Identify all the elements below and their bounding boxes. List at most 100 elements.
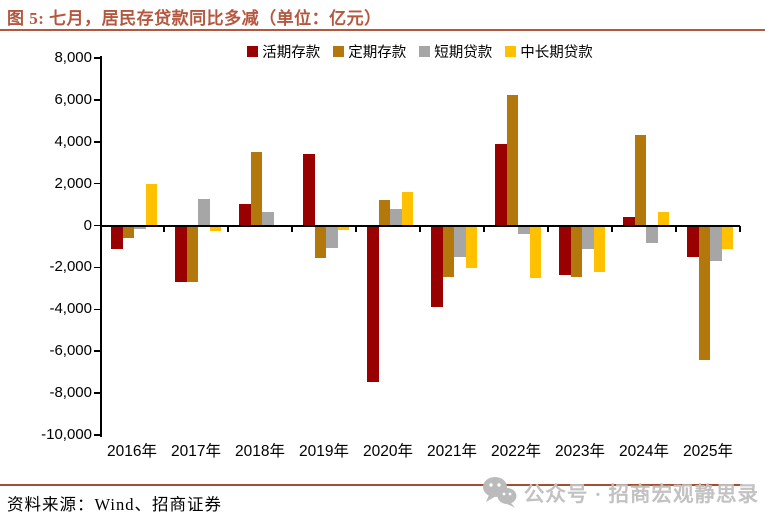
x-axis-label: 2022年 <box>491 443 541 460</box>
y-axis-label: -6,000 <box>49 342 92 360</box>
title-underline <box>0 29 765 31</box>
bar-短期贷款-2019年 <box>326 225 338 248</box>
legend-item-中长期贷款: 中长期贷款 <box>505 41 593 62</box>
bar-活期存款-2024年 <box>623 217 635 226</box>
bar-定期存款-2020年 <box>378 200 390 226</box>
bar-中长期贷款-2021年 <box>465 225 477 269</box>
y-axis-tick <box>94 350 100 352</box>
x-axis-tick <box>675 225 677 232</box>
legend-item-短期贷款: 短期贷款 <box>419 41 492 62</box>
y-axis-tick <box>94 308 100 311</box>
bar-短期贷款-2021年 <box>454 225 466 257</box>
y-axis-label: -4,000 <box>49 300 92 318</box>
bar-定期存款-2016年 <box>122 225 134 238</box>
x-axis-label: 2018年 <box>235 443 285 460</box>
bar-中长期贷款-2023年 <box>593 225 605 272</box>
bar-活期存款-2019年 <box>303 154 315 226</box>
legend-swatch <box>333 45 345 57</box>
bar-中长期贷款-2020年 <box>401 192 413 226</box>
x-axis-tick <box>163 225 165 232</box>
bar-短期贷款-2016年 <box>134 225 146 229</box>
x-axis-label: 2025年 <box>683 443 733 460</box>
bar-中长期贷款-2025年 <box>721 225 733 249</box>
x-axis-tick <box>355 225 357 232</box>
y-axis-label: -2,000 <box>49 258 92 276</box>
bar-chart-plot: 8,000 6,000 4,000 2,000 0 -2,000 -4,000 -6,000 -… <box>41 49 741 460</box>
y-axis-label: 2,000 <box>54 174 92 192</box>
x-axis-tick <box>291 225 293 232</box>
bar-活期存款-2022年 <box>495 143 507 226</box>
bar-定期存款-2019年 <box>314 225 326 258</box>
x-axis-label: 2017年 <box>171 443 221 460</box>
bar-活期存款-2021年 <box>431 225 443 308</box>
watermark-text: 公众号 · 招商宏观静思录 <box>523 484 759 506</box>
y-axis-label: -10,000 <box>41 426 92 443</box>
y-axis-tick <box>94 266 100 269</box>
bar-中长期贷款-2017年 <box>209 225 221 231</box>
bar-短期贷款-2023年 <box>582 225 594 249</box>
bar-中长期贷款-2022年 <box>529 225 541 278</box>
y-axis-line <box>100 56 102 437</box>
x-axis-tick <box>547 225 549 232</box>
legend-label: 定期存款 <box>348 44 407 61</box>
x-axis-tick <box>739 225 741 232</box>
footer-divider <box>0 484 742 486</box>
x-axis-tick <box>611 225 613 232</box>
bar-短期贷款-2020年 <box>390 208 402 226</box>
bar-短期贷款-2022年 <box>518 225 530 235</box>
y-axis-label: 6,000 <box>54 90 92 108</box>
bar-定期存款-2021年 <box>442 225 454 277</box>
legend-swatch <box>247 45 259 57</box>
bar-定期存款-2023年 <box>570 225 582 277</box>
legend-label: 中长期贷款 <box>520 44 593 61</box>
legend-label: 短期贷款 <box>434 44 493 61</box>
y-axis-tick <box>94 57 100 59</box>
y-axis-label: 8,000 <box>54 49 92 66</box>
legend-swatch <box>419 45 431 57</box>
watermark: 公众号 · 招商宏观静思录 <box>482 476 759 508</box>
data-source: 资料来源：Wind、招商证券 <box>7 495 222 514</box>
bar-活期存款-2016年 <box>111 225 123 249</box>
bar-中长期贷款-2024年 <box>657 211 669 226</box>
chart-legend: 活期存款 定期存款 短期贷款 中长期贷款 <box>100 41 740 62</box>
bar-活期存款-2017年 <box>175 225 187 283</box>
x-axis-tick <box>227 225 229 232</box>
x-axis-tick <box>419 225 421 232</box>
legend-label: 活期存款 <box>262 44 321 61</box>
x-axis-label: 2019年 <box>299 443 349 460</box>
bar-短期贷款-2024年 <box>646 225 658 244</box>
y-axis-tick <box>94 392 100 394</box>
x-axis-tick <box>483 225 485 232</box>
legend-item-活期存款: 活期存款 <box>247 41 320 62</box>
y-axis-tick <box>94 182 100 185</box>
x-axis-label: 2023年 <box>555 443 605 460</box>
bar-中长期贷款-2019年 <box>337 225 349 230</box>
bar-活期存款-2023年 <box>559 225 571 275</box>
bar-短期贷款-2018年 <box>262 211 274 226</box>
legend-item-定期存款: 定期存款 <box>333 41 406 62</box>
y-axis-label: 4,000 <box>54 132 92 150</box>
bar-中长期贷款-2016年 <box>145 183 157 226</box>
y-axis-tick <box>94 434 100 436</box>
wechat-icon <box>482 476 518 508</box>
bar-定期存款-2022年 <box>506 94 518 226</box>
y-axis-tick <box>94 99 100 101</box>
bar-活期存款-2025年 <box>687 225 699 257</box>
x-axis-label: 2024年 <box>619 443 669 460</box>
bar-短期贷款-2017年 <box>198 199 210 226</box>
bar-短期贷款-2025年 <box>710 225 722 262</box>
y-axis-tick <box>94 224 100 227</box>
bar-定期存款-2025年 <box>698 225 710 360</box>
x-axis-label: 2016年 <box>107 443 157 460</box>
bar-定期存款-2017年 <box>186 225 198 283</box>
figure-title: 图 5: 七月，居民存贷款同比多减（单位：亿元） <box>7 9 382 28</box>
y-axis-tick <box>94 141 100 143</box>
y-axis-label: -8,000 <box>49 384 92 402</box>
bar-定期存款-2024年 <box>634 135 646 226</box>
legend-swatch <box>505 45 517 57</box>
bar-活期存款-2020年 <box>367 225 379 382</box>
x-axis-label: 2021年 <box>427 443 477 460</box>
y-axis-label: 0 <box>83 216 92 234</box>
bar-定期存款-2018年 <box>250 152 262 226</box>
